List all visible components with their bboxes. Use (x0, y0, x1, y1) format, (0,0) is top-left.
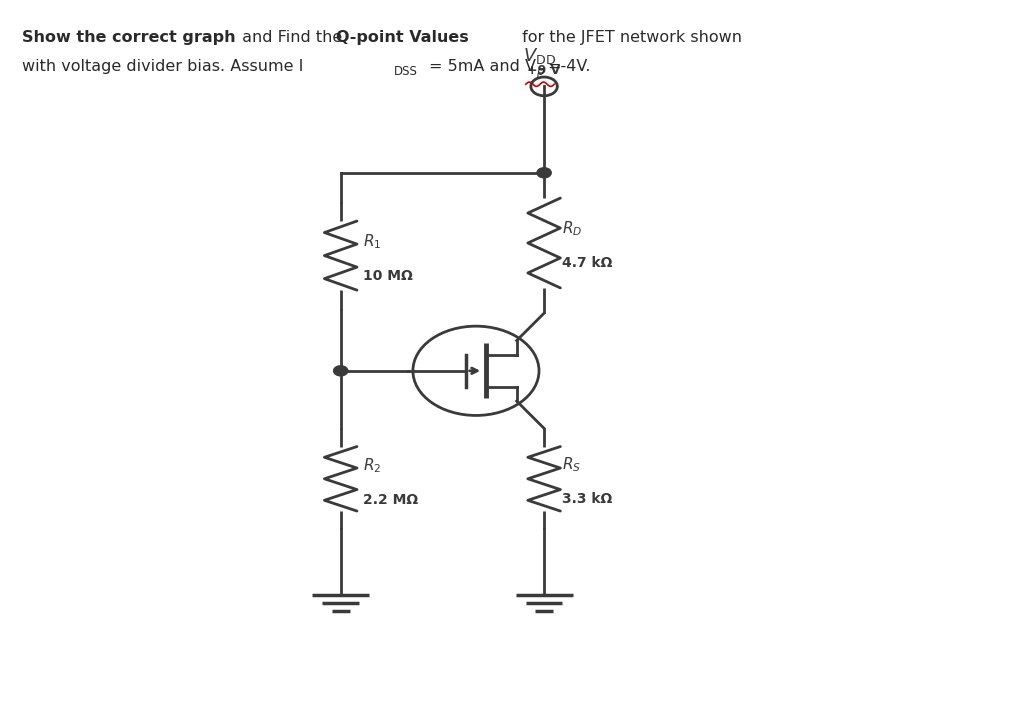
Text: with voltage divider bias. Assume I: with voltage divider bias. Assume I (22, 59, 304, 74)
Text: $R_D$: $R_D$ (562, 220, 583, 238)
Text: $R_2$: $R_2$ (363, 456, 381, 475)
Text: DSS: DSS (394, 65, 417, 78)
Text: Q-point Values: Q-point Values (336, 30, 469, 45)
Text: p: p (536, 65, 543, 78)
Text: +9 V: +9 V (528, 64, 560, 77)
Text: 10 MΩ: 10 MΩ (363, 269, 413, 283)
Text: = 5mA and V: = 5mA and V (429, 59, 536, 74)
Text: Show the correct graph: Show the correct graph (22, 30, 236, 45)
Text: $V_{\mathrm{DD}}$: $V_{\mathrm{DD}}$ (523, 46, 555, 66)
Text: $R_S$: $R_S$ (562, 455, 582, 474)
Text: =-4V.: =-4V. (547, 59, 591, 74)
Text: 4.7 kΩ: 4.7 kΩ (562, 256, 613, 270)
Text: 3.3 kΩ: 3.3 kΩ (562, 492, 612, 506)
Circle shape (537, 168, 551, 178)
Text: $R_1$: $R_1$ (363, 232, 381, 251)
Circle shape (334, 366, 348, 376)
Text: 2.2 MΩ: 2.2 MΩ (363, 493, 418, 508)
Text: for the JFET network shown: for the JFET network shown (517, 30, 741, 45)
Text: and Find the: and Find the (237, 30, 348, 45)
